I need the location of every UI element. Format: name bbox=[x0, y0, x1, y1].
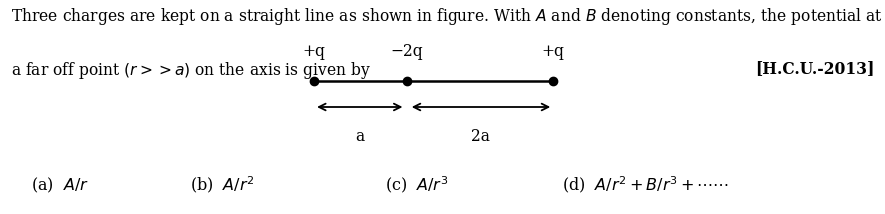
Text: (c)  $A/r^{3}$: (c) $A/r^{3}$ bbox=[385, 174, 449, 195]
Text: 2a: 2a bbox=[471, 128, 490, 145]
Text: +q: +q bbox=[303, 43, 326, 60]
Text: Three charges are kept on a straight line as shown in figure. With $A$ and $B$ d: Three charges are kept on a straight lin… bbox=[11, 6, 882, 27]
Text: −2q: −2q bbox=[391, 43, 423, 60]
Text: +q: +q bbox=[542, 43, 565, 60]
Text: [H.C.U.-2013]: [H.C.U.-2013] bbox=[755, 60, 874, 77]
Text: (a)  $A/r$: (a) $A/r$ bbox=[31, 175, 88, 195]
Text: (b)  $A/r^{2}$: (b) $A/r^{2}$ bbox=[190, 174, 255, 195]
Text: a: a bbox=[356, 128, 365, 145]
Text: (d)  $A/r^{2} + B/r^{3} +\cdots\cdots$: (d) $A/r^{2} + B/r^{3} +\cdots\cdots$ bbox=[562, 174, 729, 195]
Text: a far off point $(r >> a)$ on the axis is given by: a far off point $(r >> a)$ on the axis i… bbox=[11, 60, 371, 81]
